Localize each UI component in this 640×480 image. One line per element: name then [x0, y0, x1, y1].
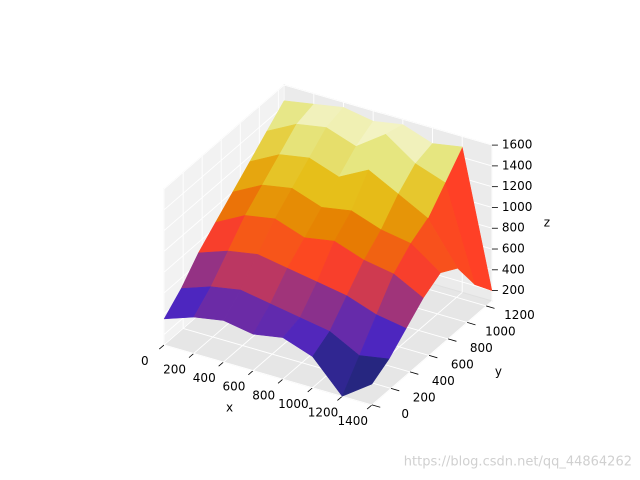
- x-tick-label: 800: [252, 388, 275, 402]
- tick-mark: [248, 370, 254, 376]
- z-tick-label: 1600: [502, 138, 533, 152]
- x-tick-label: 600: [223, 380, 246, 394]
- y-tick-label: 800: [470, 341, 493, 355]
- z-axis-label: z: [544, 216, 550, 230]
- grid-line: [283, 84, 493, 146]
- z-tick-label: 1000: [502, 200, 533, 214]
- x-tick-label: 0: [141, 354, 149, 368]
- tick-mark: [467, 322, 476, 326]
- x-tick-label: 400: [193, 371, 216, 385]
- grid-line: [371, 300, 493, 406]
- grid-line: [163, 344, 373, 406]
- surface-patch: [341, 355, 390, 397]
- y-tick-label: 600: [451, 358, 474, 372]
- z-tick-label: 600: [502, 242, 525, 256]
- y-axis-label: y: [495, 365, 502, 379]
- tick-mark: [218, 361, 224, 367]
- tick-mark: [277, 378, 284, 384]
- y-tick-label: 200: [413, 391, 436, 405]
- tick-mark: [390, 388, 400, 392]
- tick-mark: [159, 344, 165, 350]
- x-tick-label: 200: [163, 363, 186, 377]
- tick-mark: [366, 404, 373, 410]
- tick-mark: [337, 396, 343, 401]
- x-tick-label: 1000: [278, 397, 309, 411]
- grid-line: [163, 105, 285, 211]
- y-tick-label: 0: [401, 407, 409, 421]
- y-tick-label: 1000: [485, 325, 516, 339]
- tick-mark: [447, 338, 457, 342]
- z-tick-label: 800: [502, 221, 525, 235]
- y-tick-label: 400: [432, 374, 455, 388]
- y-tick-label: 1200: [504, 308, 535, 322]
- x-axis-label: x: [226, 401, 233, 415]
- z-tick-label: 200: [502, 283, 525, 297]
- watermark: https://blog.csdn.net/qq_44864262: [404, 455, 632, 470]
- tick-mark: [188, 353, 195, 358]
- grid-line: [163, 84, 285, 190]
- tick-mark: [409, 371, 419, 375]
- tick-mark: [371, 404, 381, 408]
- z-tick-label: 1400: [502, 158, 533, 172]
- x-tick-label: 1200: [308, 405, 339, 419]
- tick-mark: [428, 355, 438, 359]
- x-tick-label: 1400: [337, 414, 368, 428]
- tick-mark: [486, 305, 495, 309]
- z-tick-label: 400: [502, 262, 525, 276]
- tick-mark: [307, 387, 313, 393]
- z-tick-label: 1200: [502, 179, 533, 193]
